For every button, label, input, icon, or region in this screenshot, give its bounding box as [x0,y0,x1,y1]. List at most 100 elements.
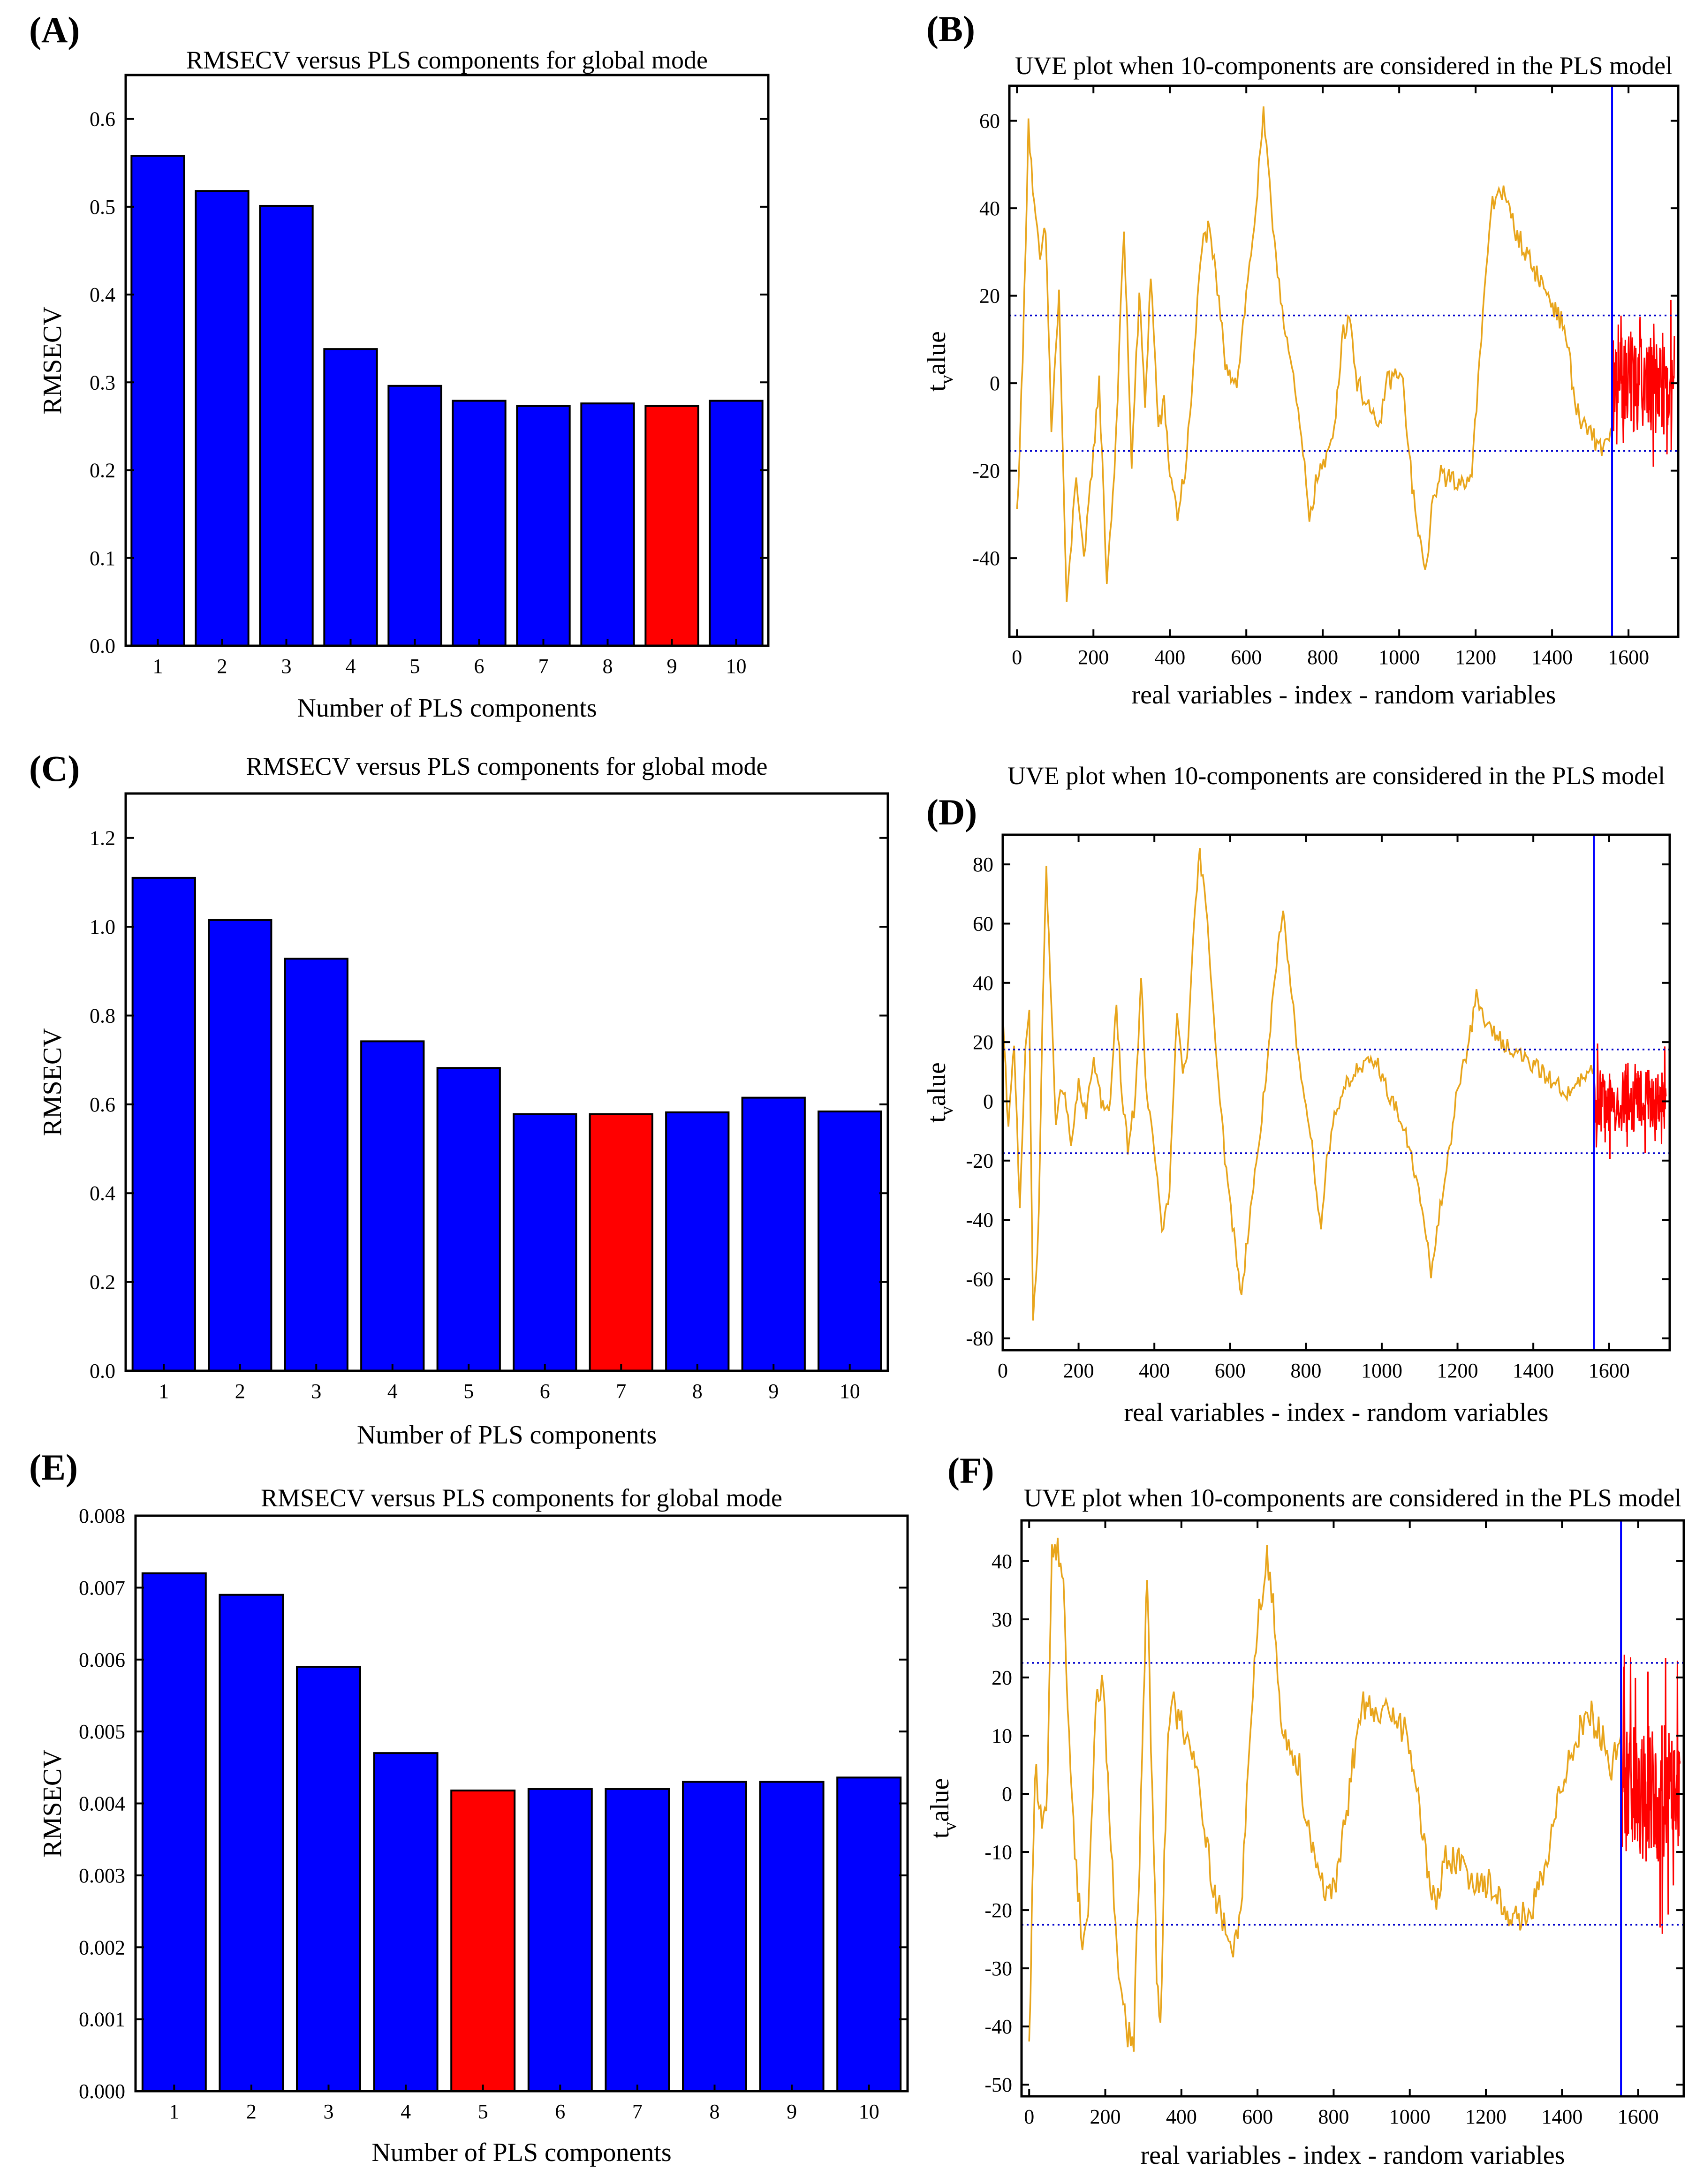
y-tick-label: 80 [973,853,993,876]
y-tick-label: 0.2 [90,1271,115,1294]
panel-b: (B) UVE plot when 10-components are consi… [922,8,1680,710]
x-tick-label: 200 [1090,2105,1121,2128]
plot-frame [124,792,889,1372]
x-tick-label: 9 [768,1380,779,1403]
series-random-variables [1620,1655,1681,1934]
x-tick-label: 8 [692,1380,703,1403]
bar [284,958,348,1372]
bar [387,385,442,647]
bar [360,1040,425,1372]
y-axis-label: tvalue [922,331,957,392]
bar [741,1096,806,1372]
x-tick-label: 1200 [1455,646,1496,669]
y-tick-label: 0.006 [79,1648,125,1671]
y-tick-label: 0 [990,372,1000,395]
y-axis-label: tvalue [925,1778,960,1839]
chart-title: UVE plot when 10-components are consider… [1015,52,1673,80]
x-tick-label: 4 [346,655,356,678]
bar [516,405,571,647]
y-tick-label: 0 [983,1090,993,1113]
bar [836,1776,902,2092]
bar [373,1752,439,2092]
bar [527,1788,593,2092]
bar [452,400,507,647]
bar [513,1113,577,1372]
plot-frame [1001,833,1671,1352]
y-tick-label: -20 [984,1899,1012,1922]
bar [141,1572,207,2092]
panel-d: (D) UVE plot when 10-components are consi… [922,762,1671,1427]
y-tick-label: 1.2 [90,827,115,850]
x-tick-label: 600 [1215,1359,1246,1382]
x-tick-label: 1400 [1513,1359,1554,1382]
y-tick-label: -50 [984,2073,1012,2096]
y-tick-label: 0.3 [90,371,115,394]
x-tick-label: 8 [710,2100,720,2123]
y-tick-label: 0.005 [79,1720,125,1743]
x-axis-label: Number of PLS components [297,694,597,723]
chart-title: RMSECV versus PLS components for global … [186,46,708,74]
y-tick-label: -60 [966,1268,993,1291]
plot-frame [1008,84,1680,638]
y-tick-label: 40 [992,1550,1012,1573]
y-tick-label: 0.0 [90,635,115,657]
series-real-variables [1016,106,1613,602]
y-tick-label: 0.1 [90,547,115,570]
x-tick-label: 3 [281,655,292,678]
bar [130,155,185,647]
bar [131,877,196,1372]
y-tick-label: 20 [992,1666,1012,1689]
x-tick-label: 10 [859,2100,879,2123]
x-tick-label: 7 [538,655,549,678]
bar [818,1110,882,1372]
y-tick-label: 0.4 [90,283,115,306]
x-tick-label: 9 [787,2100,797,2123]
x-axis-label: Number of PLS components [371,2138,671,2167]
y-axis-label: tvalue [922,1062,957,1123]
bar [709,400,764,647]
chart-title: UVE plot when 10-components are consider… [1024,1484,1681,1512]
y-tick-label: 0.003 [79,1864,125,1887]
y-tick-label: 0.8 [90,1004,115,1027]
bar [605,1788,670,2092]
x-tick-label: 800 [1318,2105,1349,2128]
x-tick-label: 200 [1063,1359,1094,1382]
bar [195,190,250,647]
y-tick-label: -40 [972,547,1000,570]
y-tick-label: 10 [992,1724,1012,1747]
x-tick-label: 0 [1012,646,1022,669]
y-tick-label: 0.004 [79,1792,125,1815]
x-tick-label: 7 [616,1380,626,1403]
x-axis-label: Number of PLS components [357,1421,657,1450]
bar-selected [450,1789,516,2093]
x-axis-label: real variables - index - random variable… [1141,2141,1565,2170]
y-tick-label: -20 [972,460,1000,483]
x-tick-label: 6 [540,1380,550,1403]
x-tick-label: 1000 [1389,2105,1431,2128]
panel-f: (F) UVE plot when 10-components are consi… [925,1450,1685,2170]
x-tick-label: 10 [726,655,747,678]
x-tick-label: 10 [840,1380,860,1403]
y-tick-label: -40 [966,1209,993,1232]
x-tick-label: 5 [463,1380,474,1403]
y-tick-label: 0.001 [79,2008,125,2031]
x-tick-label: 800 [1290,1359,1321,1382]
x-tick-label: 1200 [1465,2105,1507,2128]
y-tick-label: 0.000 [79,2080,125,2103]
x-tick-label: 9 [667,655,677,678]
y-tick-label: 0.0 [90,1360,115,1383]
y-tick-label: -80 [966,1327,993,1350]
bar [259,204,314,647]
y-axis-label: RMSECV [38,1028,67,1136]
panel-e: (E) RMSECV versus PLS components for glob… [29,1447,909,2167]
x-tick-label: 8 [603,655,613,678]
y-tick-label: 0.4 [90,1182,115,1205]
x-axis-label: real variables - index - random variable… [1124,1398,1549,1427]
panel-label: (B) [926,8,975,49]
x-tick-label: 3 [311,1380,321,1403]
x-tick-label: 600 [1242,2105,1273,2128]
x-tick-label: 600 [1231,646,1262,669]
y-tick-label: 20 [979,285,1000,308]
y-tick-label: 30 [992,1608,1012,1631]
